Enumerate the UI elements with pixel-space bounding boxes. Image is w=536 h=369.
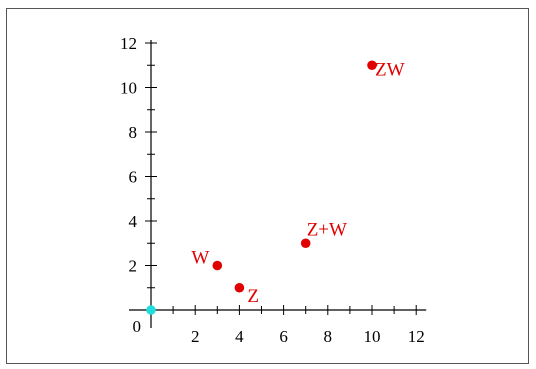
data-point-w (212, 260, 223, 271)
x-tick-label: 12 (408, 327, 425, 346)
x-tick-label: 8 (324, 327, 333, 346)
chart-frame (6, 8, 529, 364)
x-tick-label: 6 (279, 327, 288, 346)
y-tick-label: 6 (129, 168, 138, 187)
x-tick-label: 4 (235, 327, 244, 346)
data-point-zw (367, 60, 377, 71)
data-points: ZWZ+WZW (146, 59, 405, 315)
data-point-origin (146, 305, 156, 315)
point-label: ZW (375, 59, 405, 80)
data-point-zplusw (300, 238, 311, 249)
origin-label: 0 (133, 317, 142, 336)
point-label: Z+W (307, 219, 347, 240)
point-label: Z (247, 286, 259, 307)
axes: 2 4 6 8 10 12 2 4 6 8 10 12 0 (120, 34, 427, 346)
point-label: W (191, 248, 209, 269)
y-tick-label: 10 (120, 79, 137, 98)
data-point-z (234, 282, 245, 293)
x-tick-label: 10 (364, 327, 381, 346)
x-tick-label: 2 (191, 327, 200, 346)
y-tick-label: 2 (129, 257, 138, 276)
y-tick-label: 12 (120, 34, 137, 53)
y-tick-label: 8 (129, 123, 138, 142)
y-tick-label: 4 (129, 212, 138, 231)
